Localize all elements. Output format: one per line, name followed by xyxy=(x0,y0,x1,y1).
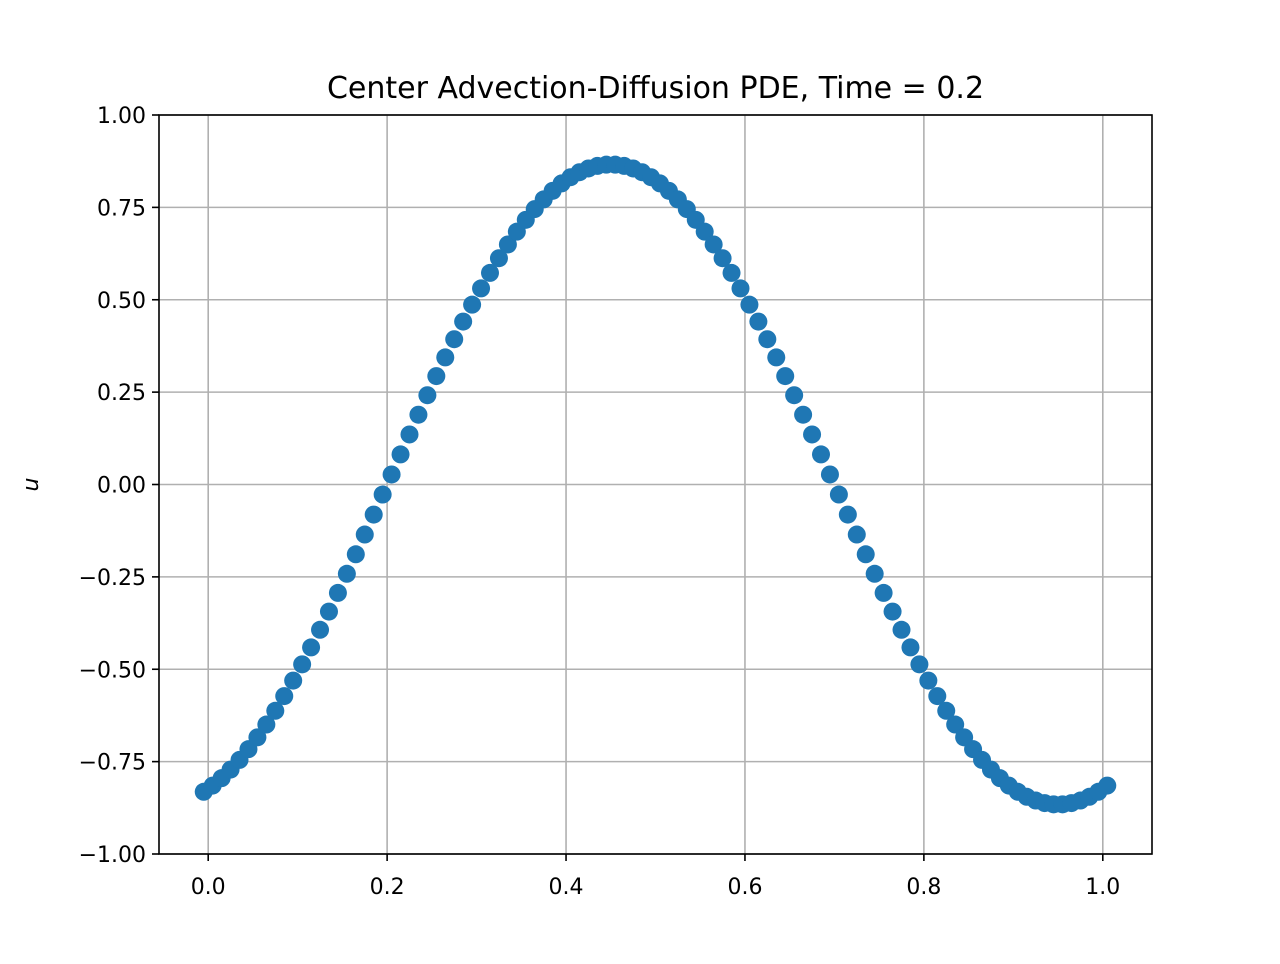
data-point xyxy=(454,312,473,331)
x-tick-label: 0.8 xyxy=(906,875,941,900)
y-tick-label: 0.00 xyxy=(97,474,146,499)
data-point xyxy=(776,367,795,386)
data-point xyxy=(481,263,499,282)
data-point xyxy=(695,222,714,241)
data-point xyxy=(803,425,822,444)
data-point xyxy=(498,235,517,254)
y-tick-label: 0.25 xyxy=(97,381,146,406)
data-point xyxy=(445,330,464,349)
data-point xyxy=(767,348,786,367)
data-point xyxy=(785,386,804,405)
data-point xyxy=(391,445,410,464)
data-point xyxy=(436,348,455,367)
data-point xyxy=(418,386,437,405)
data-point xyxy=(266,701,285,720)
y-tick-label: 0.75 xyxy=(97,196,146,221)
data-point xyxy=(794,405,813,424)
data-point xyxy=(820,465,839,484)
data-point xyxy=(874,583,893,602)
data-points xyxy=(194,155,1117,814)
data-point xyxy=(838,505,857,524)
data-point xyxy=(382,465,401,484)
data-point xyxy=(919,671,938,690)
data-point xyxy=(937,701,956,720)
data-point xyxy=(489,249,508,268)
x-tick-label: 0.6 xyxy=(727,875,762,900)
data-point xyxy=(248,728,267,747)
data-point xyxy=(284,671,303,690)
data-point xyxy=(883,602,902,621)
data-point xyxy=(463,295,482,314)
data-point xyxy=(812,445,830,464)
data-point xyxy=(328,583,347,602)
data-point xyxy=(257,715,276,734)
data-point xyxy=(928,687,947,706)
data-point xyxy=(910,655,929,674)
data-point xyxy=(355,525,374,544)
data-point xyxy=(731,279,750,298)
data-point xyxy=(847,525,866,544)
data-point xyxy=(722,263,741,282)
data-point xyxy=(901,638,920,657)
y-tick-label: 0.50 xyxy=(97,289,146,314)
data-point xyxy=(1098,776,1117,795)
data-point xyxy=(311,620,330,639)
data-point xyxy=(319,602,338,621)
data-point xyxy=(758,330,777,349)
data-point xyxy=(740,295,759,314)
y-tick-label: −0.50 xyxy=(79,658,146,683)
data-point xyxy=(865,564,884,583)
data-point xyxy=(293,655,312,674)
chart-title: Center Advection-Diffusion PDE, Time = 0… xyxy=(327,71,984,106)
data-point xyxy=(346,545,365,564)
x-tick-label: 0.4 xyxy=(549,875,584,900)
data-point xyxy=(892,620,911,639)
grid-lines xyxy=(159,114,1152,855)
data-point xyxy=(427,367,446,386)
data-point xyxy=(704,235,723,254)
data-point xyxy=(302,638,321,657)
data-point xyxy=(409,405,428,424)
x-tick-label: 1.0 xyxy=(1085,875,1120,900)
data-point xyxy=(472,279,491,298)
data-point xyxy=(829,485,848,504)
data-point xyxy=(946,715,965,734)
data-point xyxy=(364,505,383,524)
data-point xyxy=(749,312,768,331)
y-tick-label: 1.00 xyxy=(97,104,146,129)
y-axis-label: u xyxy=(19,478,44,492)
y-tick-label: −0.25 xyxy=(79,566,146,591)
data-point xyxy=(400,425,419,444)
data-point xyxy=(337,564,356,583)
y-tick-label: −0.75 xyxy=(79,751,146,776)
data-point xyxy=(373,485,392,504)
x-tick-label: 0.2 xyxy=(370,875,405,900)
x-tick-label: 0.0 xyxy=(191,875,226,900)
data-point xyxy=(275,687,294,706)
axis-ticks: 0.0 0.2 0.4 0.6 0.8 1.0 1.00 0.75 0.50 0.25 0.00 −0… xyxy=(79,104,1121,900)
y-tick-label: −1.00 xyxy=(79,843,146,868)
data-point xyxy=(713,249,732,268)
data-point xyxy=(856,545,875,564)
